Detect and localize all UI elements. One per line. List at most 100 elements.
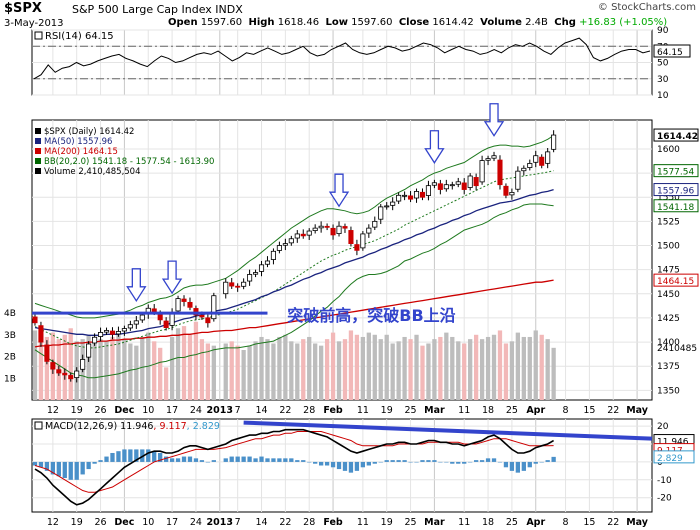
volume-bar [378, 339, 383, 400]
candlestick [324, 225, 330, 228]
candlestick [205, 317, 211, 324]
macd-histogram-bar [295, 460, 300, 462]
candlestick [467, 175, 473, 188]
price-value-tag-label: 1557.96 [657, 187, 694, 197]
price-tick-label: 1400 [657, 338, 680, 348]
macd-histogram-bar [152, 451, 157, 462]
volume-bar [301, 339, 306, 400]
macd-histogram-bar [444, 461, 449, 463]
macd-histogram-bar [104, 456, 109, 462]
candlestick [80, 359, 86, 370]
volume-bar [313, 343, 318, 400]
macd-histogram-bar [372, 461, 377, 464]
high-value: 1618.46 [277, 17, 320, 28]
price-x-tick-label: 7 [235, 405, 241, 416]
close-value: 1614.42 [432, 17, 474, 28]
price-x-tick-label: 26 [95, 405, 107, 416]
macd-histogram-bar [211, 460, 216, 462]
price-legend-swatch [35, 148, 41, 154]
macd-histogram-bar [384, 460, 389, 462]
candlestick [384, 205, 390, 208]
volume-bar [38, 334, 44, 400]
price-legend-label: MA(50) 1557.96 [44, 137, 112, 147]
rsi-tick-label: 30 [657, 75, 669, 85]
arrow-shape [424, 130, 445, 164]
volume-bar [271, 343, 276, 400]
macd-x-tick-label: May [626, 517, 649, 528]
macd-x-tick-label: Mar [424, 517, 445, 528]
macd-x-tick-label: 25 [405, 517, 417, 528]
candlestick [127, 324, 133, 329]
macd-histogram-bar [289, 458, 294, 462]
candlestick [431, 182, 437, 186]
symbol-title: $SPX [4, 1, 42, 16]
candlestick [199, 314, 205, 318]
bollinger-middle-band [34, 170, 554, 349]
candlestick [437, 183, 443, 190]
candlestick [223, 281, 229, 295]
candlestick [473, 177, 479, 187]
macd-histogram-bar [301, 460, 306, 462]
breakout-arrow-icon [483, 103, 505, 137]
volume-bar [205, 343, 211, 400]
candlestick [551, 134, 557, 150]
volume-bar [169, 336, 175, 400]
price-x-tick-label: Mar [424, 405, 445, 416]
candlestick [413, 191, 420, 199]
price-legend-label: Volume 2,410,485,504 [44, 167, 141, 177]
macd-histogram-bar [545, 460, 550, 462]
macd-histogram-bar [241, 456, 246, 462]
volume-bar [235, 345, 240, 400]
candlestick [515, 170, 521, 190]
price-legend-swatch [35, 168, 41, 174]
rsi-legend: RSI(14) 64.15 [34, 31, 114, 42]
price-x-tick-label: 19 [381, 405, 393, 416]
volume-bar [420, 345, 425, 400]
candlestick [360, 233, 366, 249]
macd-x-tick-label: 8 [563, 517, 569, 528]
candlestick [521, 167, 527, 172]
price-value-tag [653, 273, 699, 287]
macd-histogram-bar [271, 458, 276, 462]
rsi-tick-label: 10 [657, 91, 669, 101]
macd-legend: MACD(12,26,9) 11.946, 9.117, 2.829 [34, 421, 220, 432]
candlestick [336, 225, 342, 234]
macd-histogram-bar [169, 458, 175, 462]
macd-histogram-bar [283, 458, 288, 462]
macd-value-tag-label: 2.829 [657, 454, 683, 464]
macd-histogram-bar [128, 449, 133, 462]
price-legend-swatch [35, 128, 41, 134]
macd-histogram-bar [539, 461, 544, 463]
macd-histogram-bar [247, 456, 252, 462]
open-label: Open [168, 17, 198, 28]
price-x-tick-label: 28 [303, 405, 315, 416]
macd-x-tick-label: 26 [95, 517, 107, 528]
macd-histogram-bar [527, 461, 532, 468]
volume-bar [68, 328, 73, 400]
volume-bar [444, 332, 449, 400]
macd-x-tick-label: Apr [526, 517, 545, 528]
candlestick [98, 332, 104, 337]
macd-tick-label: -20 [657, 494, 672, 504]
volume-bar [485, 336, 491, 400]
chg-value: +16.83 (+1.05%) [579, 17, 668, 28]
candlestick [533, 155, 539, 163]
volume-bar [289, 341, 294, 400]
volume-bar [456, 341, 461, 400]
macd-line [34, 428, 554, 506]
volume-bar [396, 341, 401, 400]
candlestick [306, 230, 312, 236]
candlestick [38, 325, 44, 343]
candlestick [175, 298, 181, 312]
candlestick [288, 238, 294, 244]
macd-histogram-bar [551, 456, 556, 462]
macd-histogram-bar [50, 461, 56, 475]
volume-bar [175, 328, 181, 400]
macd-histogram-bar [98, 460, 103, 462]
volume-bar [432, 339, 437, 400]
macd-histogram-bar [56, 461, 61, 477]
candlestick [62, 372, 68, 376]
candlestick [396, 194, 402, 202]
price-x-tick-label: 17 [166, 405, 178, 416]
candlestick [241, 281, 247, 287]
